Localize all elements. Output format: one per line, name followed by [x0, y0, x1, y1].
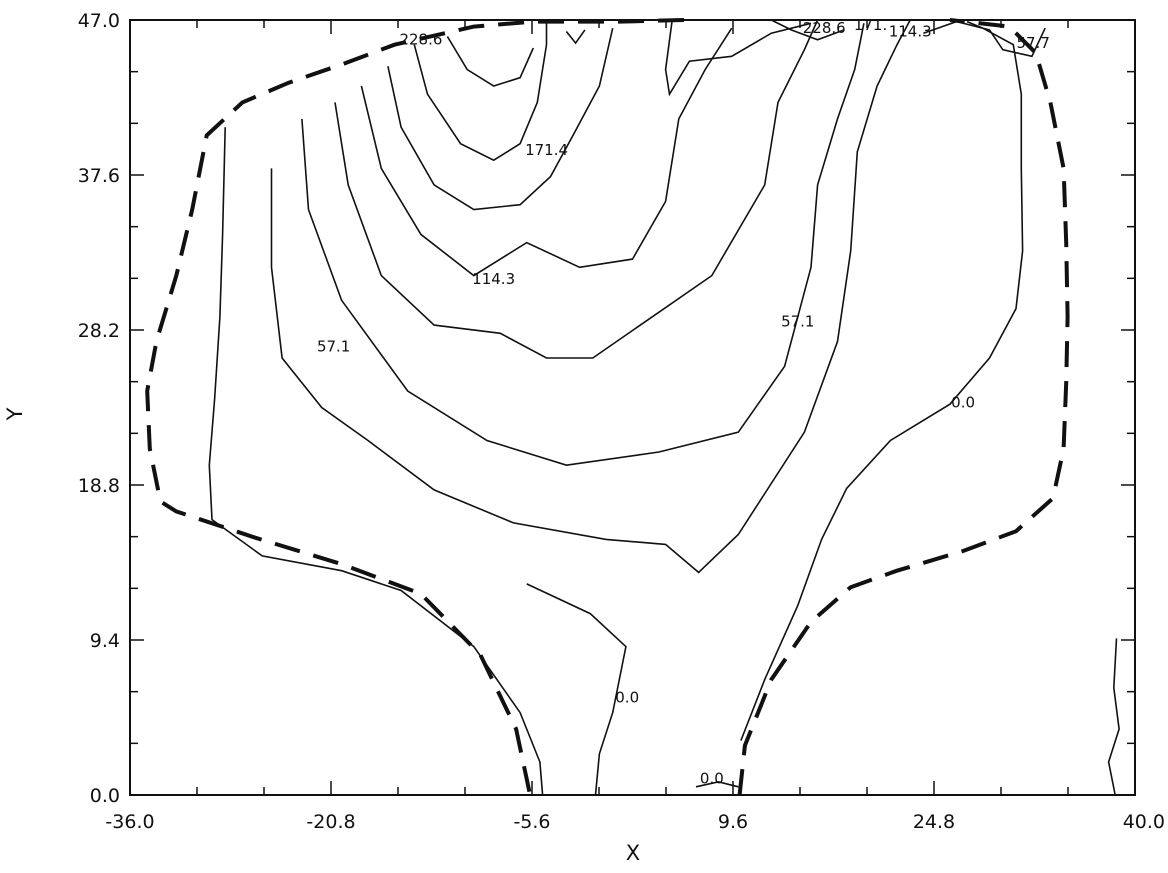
contour-label: 228.6	[803, 19, 846, 37]
contour-label: 0.0	[615, 689, 639, 707]
y-tick-label: 37.6	[78, 165, 120, 187]
zero-contour-boundary	[145, 18, 686, 793]
contour-0	[208, 127, 544, 796]
contour-171-4	[334, 19, 819, 359]
contour-228-6	[770, 19, 845, 41]
contour-57-1	[923, 20, 1046, 58]
contour-0	[740, 20, 1024, 741]
contour-label: 0.0	[951, 394, 975, 412]
contour-label: 228.6	[399, 31, 442, 49]
contour-label: 114.3	[472, 270, 515, 288]
y-tick-label: 28.2	[78, 320, 120, 342]
contour-228-6	[413, 23, 548, 162]
contour-label: 57.1	[317, 337, 350, 355]
y-tick-label: 0.0	[90, 785, 120, 807]
x-tick-labels: -36.0 -20.8 -5.6 9.6 24.8 40.0	[105, 811, 1165, 833]
y-tick-label: 9.4	[90, 630, 120, 652]
y-tick-label: 47.0	[78, 10, 120, 32]
contour-228-6	[446, 36, 535, 87]
contour-label: 171.4	[525, 141, 568, 159]
y-axis-label: Y	[3, 407, 27, 421]
zero-contour-boundary	[737, 18, 1070, 796]
y-tick-labels: 0.0 9.4 18.8 28.2 37.6 47.0	[78, 10, 120, 807]
contour-lines	[145, 18, 1120, 796]
contour-labels: 228.6 171.4 114.3 57.1 57.1 0.0 0.0 0.0 228.6 171…	[317, 16, 1050, 788]
x-tick-label: -36.0	[105, 811, 154, 833]
x-axis-label: X	[626, 841, 640, 865]
contour-0	[1107, 638, 1120, 796]
x-tick-label: 40.0	[1123, 811, 1165, 833]
axis-ticks	[129, 19, 1136, 796]
contour-0	[526, 583, 627, 796]
x-tick-label: -5.6	[513, 811, 550, 833]
x-tick-label: 9.6	[718, 811, 748, 833]
contour-0	[695, 780, 739, 788]
contour-label: 57.7	[1016, 34, 1049, 52]
contour-171-4	[360, 27, 733, 277]
contour-label: 114.3	[889, 22, 932, 40]
contour-label: 171.	[854, 16, 887, 34]
contour-114-3	[301, 23, 865, 467]
contour-228-6	[565, 29, 586, 45]
y-tick-label: 18.8	[78, 475, 120, 497]
x-tick-label: -20.8	[306, 811, 355, 833]
plot-frame	[129, 19, 1136, 796]
contour-label: 57.1	[781, 313, 814, 331]
contour-label: 0.0	[700, 769, 724, 787]
x-tick-label: 24.8	[913, 811, 955, 833]
contour-171-4	[664, 19, 812, 97]
contour-228-6	[387, 28, 614, 211]
contour-57-1	[270, 19, 911, 574]
